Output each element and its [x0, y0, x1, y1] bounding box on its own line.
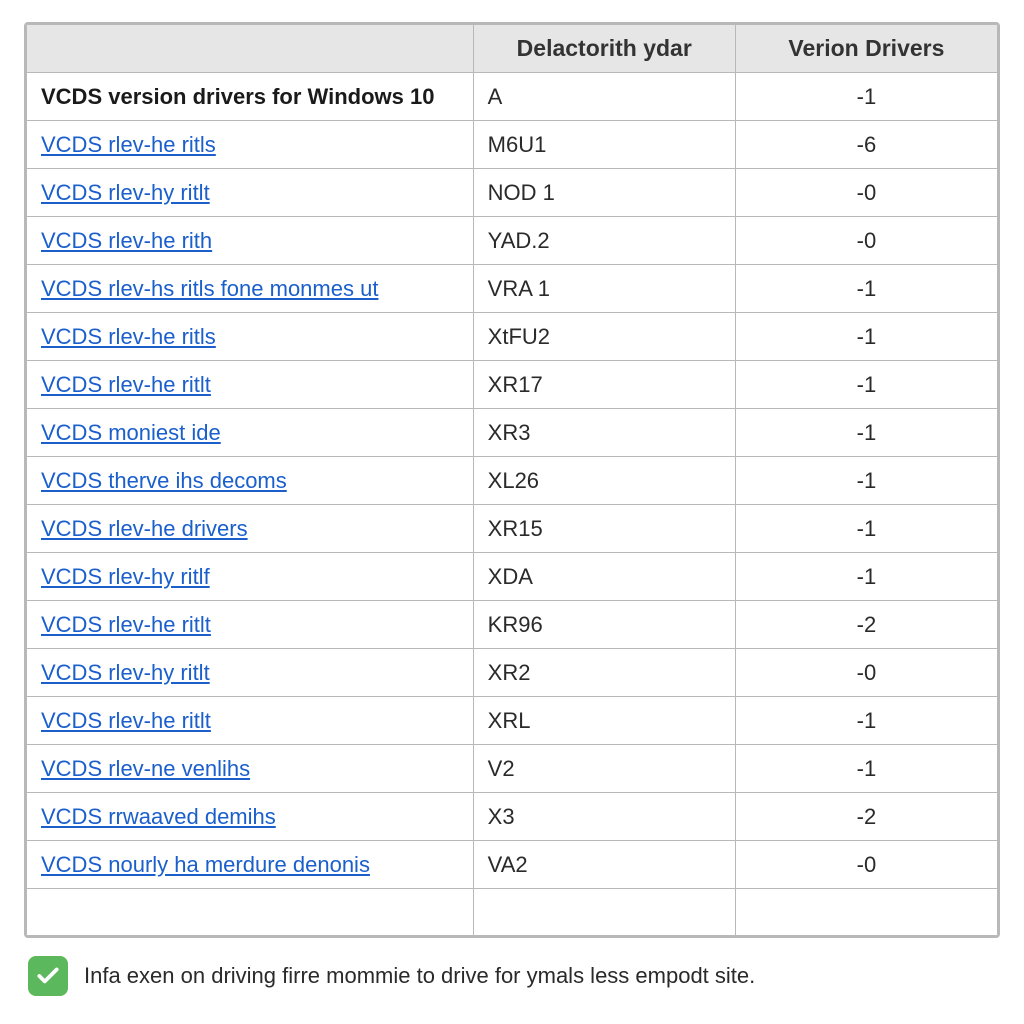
cell-version: -1 — [735, 745, 997, 793]
cell-version: -1 — [735, 265, 997, 313]
cell-name: VCDS moniest ide — [27, 409, 474, 457]
cell-name: VCDS rlev-he ritlt — [27, 697, 474, 745]
cell-version: -1 — [735, 409, 997, 457]
cell-version: -1 — [735, 505, 997, 553]
driver-link[interactable]: VCDS rlev-ne venlihs — [41, 756, 250, 781]
cell-name: VCDS rlev-he ritlt — [27, 361, 474, 409]
driver-link[interactable]: VCDS rrwaaved demihs — [41, 804, 276, 829]
table-row-empty — [27, 889, 998, 936]
cell-name: VCDS therve ihs decoms — [27, 457, 474, 505]
cell-name: VCDS rlev-he ritls — [27, 313, 474, 361]
cell-code: NOD 1 — [473, 169, 735, 217]
cell-name: VCDS rlev-hy ritlt — [27, 649, 474, 697]
cell-code: XDA — [473, 553, 735, 601]
table-header-row: Delactorith ydar Verion Drivers — [27, 25, 998, 73]
driver-link[interactable]: VCDS rlev-hy ritlt — [41, 180, 210, 205]
cell-name: VCDS rlev-he drivers — [27, 505, 474, 553]
cell-name: VCDS rlev-he ritlt — [27, 601, 474, 649]
driver-link[interactable]: VCDS moniest ide — [41, 420, 221, 445]
cell-code: XL26 — [473, 457, 735, 505]
cell-code: VRA 1 — [473, 265, 735, 313]
cell-code: V2 — [473, 745, 735, 793]
table-row: VCDS rlev-he ritls XtFU2-1 — [27, 313, 998, 361]
cell-version: -1 — [735, 697, 997, 745]
cell-name: VCDS nourly ha merdure denonis — [27, 841, 474, 889]
col-header-code: Delactorith ydar — [473, 25, 735, 73]
cell-name: VCDS rrwaaved demihs — [27, 793, 474, 841]
cell-empty — [473, 889, 735, 936]
cell-version: -2 — [735, 601, 997, 649]
table-row: VCDS moniest ide XR3-1 — [27, 409, 998, 457]
cell-code: XR17 — [473, 361, 735, 409]
cell-code: KR96 — [473, 601, 735, 649]
cell-code: YAD.2 — [473, 217, 735, 265]
cell-version: -0 — [735, 841, 997, 889]
cell-code: XR3 — [473, 409, 735, 457]
driver-link[interactable]: VCDS nourly ha merdure denonis — [41, 852, 370, 877]
cell-name: VCDS rlev-hy ritlt — [27, 169, 474, 217]
table-row: VCDS rlev-he rith YAD.2-0 — [27, 217, 998, 265]
cell-version: -1 — [735, 553, 997, 601]
table-row: VCDS rlev-he ritls M6U1-6 — [27, 121, 998, 169]
cell-name: VCDS rlev-hs ritls fone monmes ut — [27, 265, 474, 313]
table-row: VCDS rlev-he ritlt KR96-2 — [27, 601, 998, 649]
cell-version: -1 — [735, 73, 997, 121]
cell-name: VCDS rlev-he ritls — [27, 121, 474, 169]
drivers-table-container: Delactorith ydar Verion Drivers VCDS ver… — [24, 22, 1000, 938]
cell-version: -0 — [735, 169, 997, 217]
footer: Infa exen on driving firre mommie to dri… — [24, 956, 1000, 996]
table-row: VCDS rlev-hy ritlt XR2-0 — [27, 649, 998, 697]
cell-code: X3 — [473, 793, 735, 841]
driver-link[interactable]: VCDS rlev-he ritls — [41, 324, 216, 349]
cell-code: XR15 — [473, 505, 735, 553]
cell-version: -2 — [735, 793, 997, 841]
table-row: VCDS rlev-he drivers XR15-1 — [27, 505, 998, 553]
cell-name: VCDS rlev-hy ritlf — [27, 553, 474, 601]
footer-text: Infa exen on driving firre mommie to dri… — [84, 963, 755, 989]
driver-link[interactable]: VCDS rlev-he ritlt — [41, 612, 211, 637]
driver-link[interactable]: VCDS rlev-he ritlt — [41, 372, 211, 397]
cell-code: VA2 — [473, 841, 735, 889]
check-icon — [28, 956, 68, 996]
drivers-table: Delactorith ydar Verion Drivers VCDS ver… — [26, 24, 998, 936]
driver-link[interactable]: VCDS rlev-he ritls — [41, 132, 216, 157]
table-row: VCDS therve ihs decoms XL26-1 — [27, 457, 998, 505]
cell-version: -1 — [735, 313, 997, 361]
table-row: VCDS rlev-he ritlt XRL-1 — [27, 697, 998, 745]
table-row: VCDS rlev-hy ritlf XDA-1 — [27, 553, 998, 601]
cell-version: -0 — [735, 649, 997, 697]
table-row: VCDS version drivers for Windows 10A-1 — [27, 73, 998, 121]
cell-version: -1 — [735, 361, 997, 409]
cell-code: M6U1 — [473, 121, 735, 169]
table-row: VCDS rlev-he ritlt XR17-1 — [27, 361, 998, 409]
cell-code: XtFU2 — [473, 313, 735, 361]
cell-name: VCDS rlev-ne venlihs — [27, 745, 474, 793]
cell-code: XR2 — [473, 649, 735, 697]
col-header-name — [27, 25, 474, 73]
driver-link[interactable]: VCDS rlev-hy ritlf — [41, 564, 210, 589]
cell-version: -0 — [735, 217, 997, 265]
cell-code: XRL — [473, 697, 735, 745]
table-row: VCDS nourly ha merdure denonis VA2-0 — [27, 841, 998, 889]
driver-link[interactable]: VCDS rlev-he ritlt — [41, 708, 211, 733]
table-row: VCDS rlev-ne venlihs V2-1 — [27, 745, 998, 793]
driver-link[interactable]: VCDS rlev-he rith — [41, 228, 212, 253]
cell-name: VCDS rlev-he rith — [27, 217, 474, 265]
cell-version: -1 — [735, 457, 997, 505]
driver-link[interactable]: VCDS therve ihs decoms — [41, 468, 287, 493]
cell-code: A — [473, 73, 735, 121]
table-row: VCDS rrwaaved demihs X3-2 — [27, 793, 998, 841]
cell-name: VCDS version drivers for Windows 10 — [27, 73, 474, 121]
driver-link[interactable]: VCDS rlev-he drivers — [41, 516, 248, 541]
driver-link[interactable]: VCDS rlev-hy ritlt — [41, 660, 210, 685]
driver-link[interactable]: VCDS rlev-hs ritls fone monmes ut — [41, 276, 378, 301]
col-header-version: Verion Drivers — [735, 25, 997, 73]
table-row: VCDS rlev-hs ritls fone monmes ut VRA 1-1 — [27, 265, 998, 313]
cell-empty — [735, 889, 997, 936]
cell-empty — [27, 889, 474, 936]
table-row: VCDS rlev-hy ritlt NOD 1-0 — [27, 169, 998, 217]
cell-version: -6 — [735, 121, 997, 169]
